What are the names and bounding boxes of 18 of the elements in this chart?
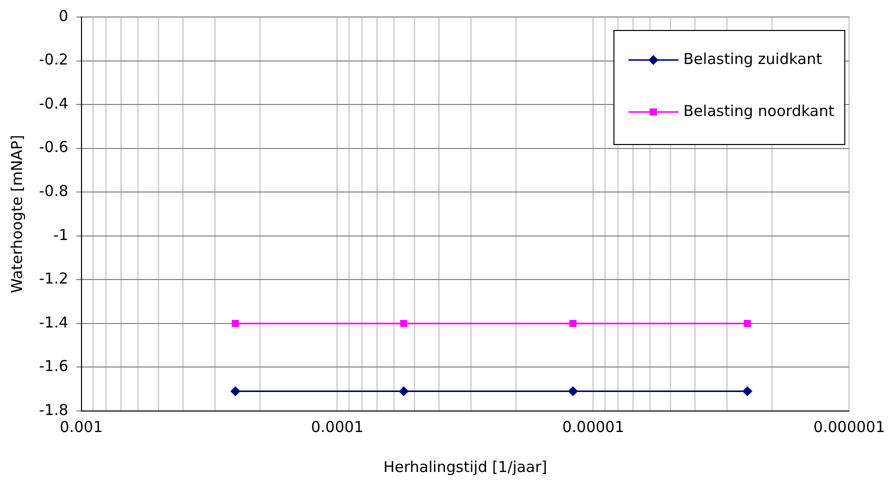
y-tick-label: 0 bbox=[58, 6, 68, 25]
y-tick-label: -0.6 bbox=[38, 138, 68, 156]
x-tick-label: 0.000001 bbox=[813, 418, 886, 436]
x-tick-label: 0.001 bbox=[60, 418, 103, 436]
y-tick-label: -0.8 bbox=[38, 182, 68, 200]
y-tick-label: -1.4 bbox=[38, 313, 68, 332]
y-tick-label: -0.2 bbox=[38, 50, 68, 69]
y-tick-label: -0.4 bbox=[38, 94, 68, 112]
x-tick-label: 0.0001 bbox=[311, 418, 364, 436]
legend-label: Belasting noordkant bbox=[683, 102, 834, 120]
legend-label: Belasting zuidkant bbox=[683, 50, 822, 68]
y-tick-label: -1 bbox=[53, 226, 68, 244]
y-tick-label: -1.8 bbox=[38, 400, 68, 419]
x-tick-label: 0.00001 bbox=[562, 418, 624, 436]
y-tick-label: -1.2 bbox=[38, 270, 68, 288]
x-axis-title: Herhalingstijd [1/jaar] bbox=[383, 458, 548, 476]
y-tick-label: -1.6 bbox=[38, 357, 68, 376]
y-axis-title: Waterhoogte [mNAP] bbox=[8, 134, 26, 294]
